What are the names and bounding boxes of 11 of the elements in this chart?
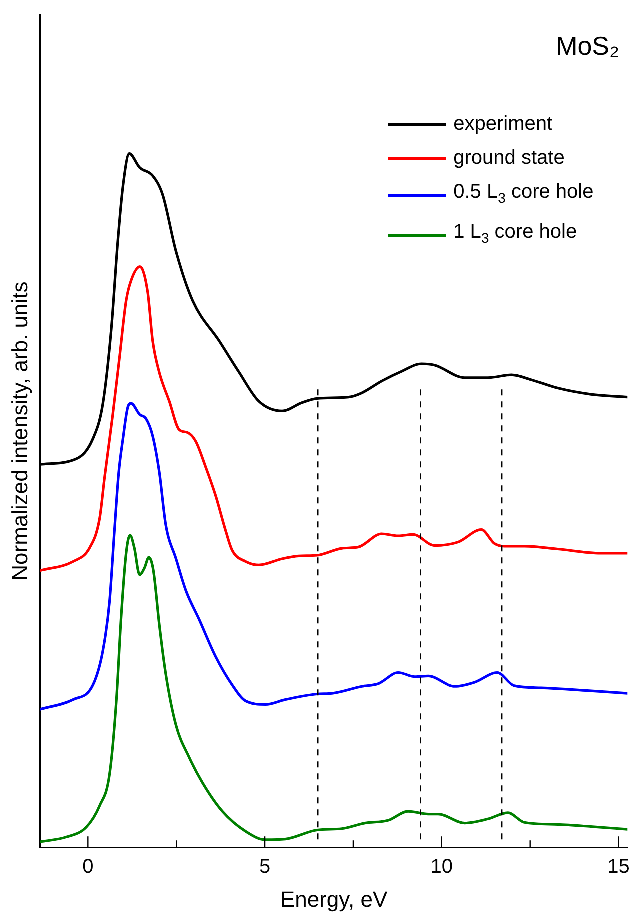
x-tick-label: 15: [608, 856, 630, 878]
x-axis-title: Energy, eV: [280, 886, 388, 912]
text: MoS₂: [556, 31, 620, 62]
x-tick-label: 0: [82, 856, 94, 878]
legend-label: 1 L$_{3}$ core hole: [454, 220, 578, 248]
y-axis-title: Normalized intensity, arb. units: [7, 282, 32, 581]
x-tick-label: 10: [430, 856, 454, 878]
legend-label: 0.5 L$_{3}$ core hole: [454, 180, 594, 208]
legend-label: experiment: [454, 112, 553, 137]
x-tick-label: 5: [259, 856, 271, 878]
legend-label: ground state: [454, 146, 565, 171]
